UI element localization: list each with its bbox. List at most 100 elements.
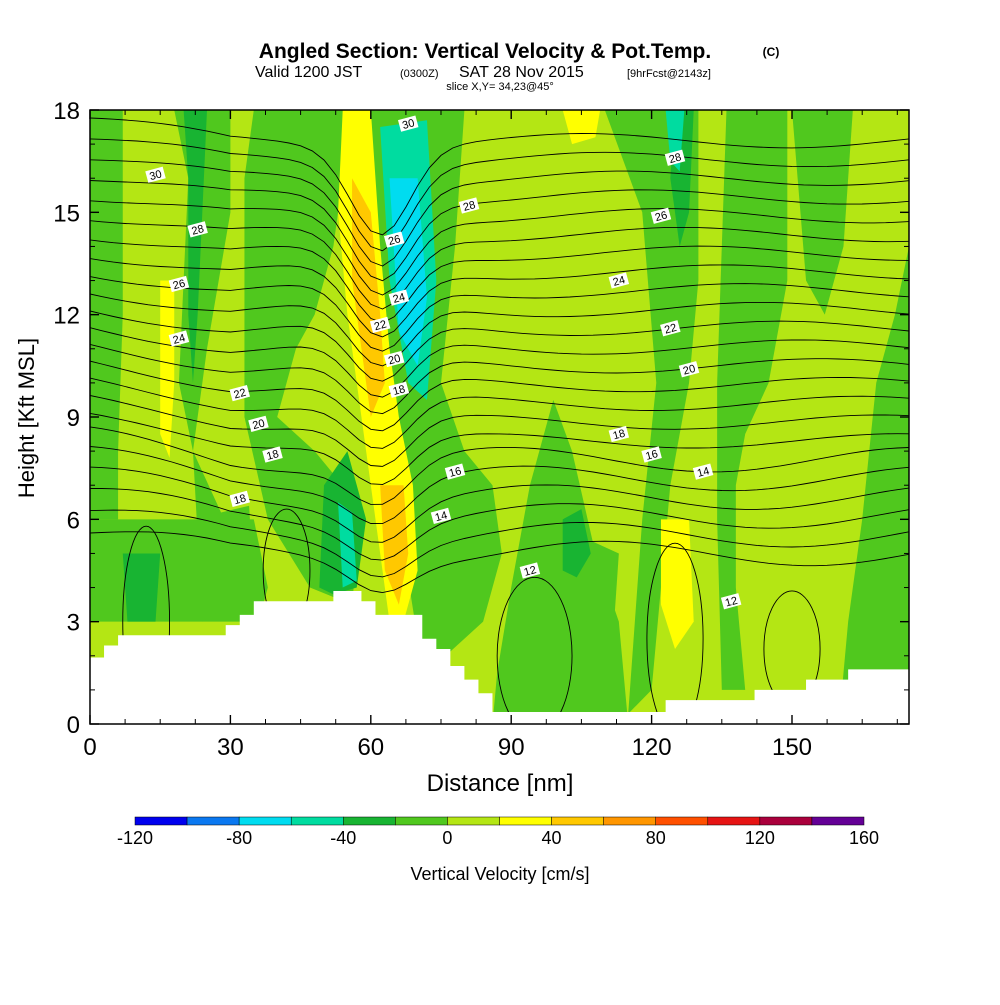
closed-contour — [646, 542, 704, 724]
colorbar-tick-label: 160 — [849, 828, 879, 848]
colorbar-swatch — [499, 816, 552, 826]
velocity-region — [183, 110, 207, 383]
colorbar-swatch — [759, 816, 813, 826]
colorbar-tick-label: -40 — [330, 828, 356, 848]
axes: 0 30 60 90 120 150 0 3 6 9 12 15 18 — [53, 98, 909, 761]
isentrope-line — [90, 446, 909, 525]
contour-label-bg — [678, 361, 700, 378]
velocity-region — [792, 110, 853, 315]
contour-label-text: 18 — [392, 383, 407, 398]
contour-label-text: 28 — [462, 199, 477, 214]
y-axis-label: Height [Kft MSL] — [14, 338, 39, 498]
velocity-region — [604, 110, 699, 714]
colorbar-swatch — [290, 816, 344, 826]
velocity-region — [717, 110, 788, 690]
contour-label-text: 28 — [190, 223, 205, 238]
isentrope-line — [90, 200, 909, 296]
colorbar-swatch — [603, 816, 656, 826]
isentrope-line — [90, 220, 909, 310]
contour-label-bg — [168, 275, 190, 293]
velocity-region — [122, 553, 161, 622]
closed-contour — [496, 576, 573, 724]
contour-label-text: 14 — [696, 465, 711, 480]
velocity-region — [562, 110, 601, 145]
contour-label-text: 22 — [233, 387, 248, 402]
contour-label: 26 — [168, 275, 190, 293]
contour-label-bg — [229, 490, 251, 507]
colorbar-tick-label: 0 — [442, 828, 452, 848]
contour-label-text: 24 — [392, 291, 407, 306]
colorbar-tick-label: 40 — [542, 828, 562, 848]
contour-label-text: 30 — [401, 117, 416, 132]
contour-label: 24 — [388, 289, 410, 306]
y-tick-label: 12 — [53, 303, 80, 330]
isentrope-line — [90, 327, 909, 398]
isentrope-line — [90, 343, 909, 415]
contour-label: 12 — [519, 562, 541, 579]
colorbar-tick-label: -80 — [226, 828, 252, 848]
isentrope-line — [90, 426, 909, 505]
isentrope-line — [90, 509, 909, 578]
contour-label-text: 26 — [387, 233, 402, 248]
colorbar-swatch — [655, 816, 709, 826]
colorbar-swatch — [186, 816, 240, 826]
isentrope-line — [90, 138, 909, 252]
colorbar-swatch — [134, 816, 188, 826]
contour-label: 24 — [608, 272, 630, 289]
contour-label: 18 — [388, 381, 410, 398]
velocity-region — [338, 502, 357, 588]
potential-temperature-contours — [90, 117, 909, 724]
isentrope-line — [90, 117, 909, 236]
velocity-region — [838, 246, 909, 724]
contour-label-text: 18 — [265, 448, 280, 463]
colorbar-swatch — [811, 816, 865, 826]
contour-label: 22 — [369, 316, 391, 333]
contour-label-bg — [388, 381, 410, 398]
contour-label-bg — [229, 384, 251, 402]
contour-label: 18 — [229, 490, 251, 507]
x-tick-label: 150 — [772, 734, 812, 761]
isentrope-line — [90, 276, 909, 352]
contour-label-bg — [608, 425, 630, 443]
colorbar: -120 -80 -40 0 40 80 120 160 — [117, 816, 879, 848]
isentrope-line — [90, 180, 909, 282]
contour-label-text: 22 — [663, 322, 678, 337]
x-tick-label: 30 — [217, 734, 244, 761]
contour-label: 20 — [678, 361, 700, 378]
contour-label-text: 18 — [233, 492, 248, 507]
isentrope-line — [90, 159, 909, 267]
velocity-region — [160, 280, 175, 458]
y-tick-label: 18 — [53, 98, 80, 125]
contour-label: 28 — [187, 221, 208, 238]
contour-label-bg — [383, 350, 405, 368]
contour-label-text: 26 — [172, 278, 187, 293]
contour-label: 26 — [383, 231, 405, 248]
contour-label-bg — [187, 221, 208, 238]
contour-label-text: 16 — [644, 448, 659, 463]
valid-time-prefix: Valid 1200 JST — [255, 64, 363, 81]
isentrope-line — [90, 412, 909, 485]
isentrope-line — [90, 395, 909, 467]
contour-label: 14 — [430, 507, 452, 525]
contour-label-bg — [397, 115, 419, 132]
y-tick-label: 6 — [67, 507, 80, 534]
y-tick-label: 9 — [67, 405, 80, 432]
colorbar-swatch — [343, 816, 396, 826]
colorbar-tick-label: 80 — [646, 828, 666, 848]
contour-label: 16 — [641, 446, 662, 463]
colorbar-swatch — [551, 816, 604, 826]
velocity-region — [352, 178, 385, 417]
isentrope-line — [90, 531, 909, 594]
valid-date: SAT 28 Nov 2015 — [459, 64, 584, 81]
contour-label-bg — [430, 507, 452, 525]
colorbar-tick-label: -120 — [117, 828, 153, 848]
y-tick-label: 15 — [53, 200, 80, 227]
x-tick-label: 0 — [83, 734, 96, 761]
terrain-mask — [90, 590, 909, 724]
isentrope-line — [90, 293, 909, 367]
forecast-info: [9hrFcst@2143z] — [627, 68, 711, 80]
contour-label-text: 24 — [612, 274, 627, 289]
colorbar-tick-label: 120 — [745, 828, 775, 848]
isentrope-line — [90, 377, 909, 449]
contour-label: 28 — [664, 149, 686, 166]
